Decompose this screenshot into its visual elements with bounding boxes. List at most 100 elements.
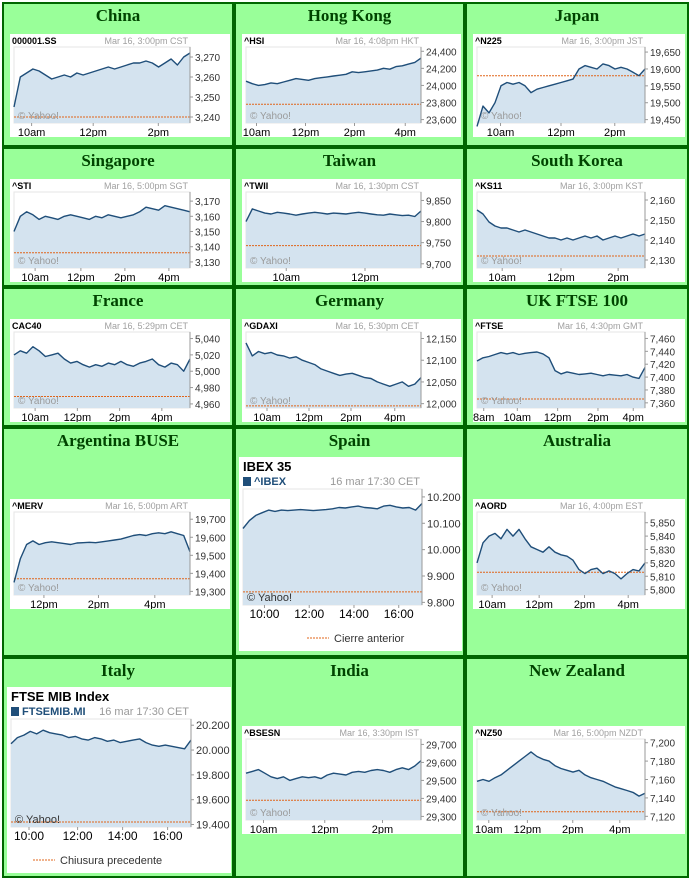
chart-timestamp: Mar 16, 3:00pm JST — [561, 36, 643, 46]
panel-title: UK FTSE 100 — [525, 291, 629, 310]
chart-timestamp: 16 mar 17:30 CET — [99, 706, 189, 718]
chart-box[interactable]: IBEX 35 ^IBEX 16 mar 17:30 CET © Yahoo! 10.2… — [239, 457, 462, 651]
y-tick-label: 2,140 — [650, 236, 675, 247]
price-area — [477, 63, 645, 127]
chart-symbol: CAC40 — [12, 321, 42, 331]
panel-title: Germany — [315, 291, 384, 310]
yahoo-watermark: © Yahoo! — [247, 592, 292, 604]
y-tick-label: 2,130 — [650, 256, 675, 267]
x-tick-label: 10am — [487, 127, 515, 137]
y-tick-label: 7,200 — [650, 739, 675, 750]
chart-box[interactable]: ^KS11 Mar 16, 3:00pm KST © Yahoo! 2,160 2,15… — [473, 179, 685, 284]
chart-box[interactable]: ^STI Mar 16, 5:00pm SGT © Yahoo! 3,170 3,160… — [10, 179, 230, 284]
chart-timestamp: Mar 16, 5:30pm CET — [335, 321, 419, 331]
price-line — [245, 342, 422, 387]
x-tick-label: 4pm — [384, 412, 405, 422]
chart-box[interactable]: ^AORD Mar 16, 4:00pm EST © Yahoo! 5,850 5,84… — [473, 499, 685, 611]
yahoo-watermark: © Yahoo! — [18, 256, 59, 267]
y-tick-label: 19.600 — [196, 795, 230, 807]
x-tick-label: 2pm — [114, 272, 135, 282]
chart-svg: ^AORD Mar 16, 4:00pm EST © Yahoo! 5,850 5,84… — [475, 501, 675, 611]
x-tick-label: 2pm — [340, 412, 361, 422]
price-line — [245, 760, 422, 782]
chart-symbol: ^STI — [12, 181, 31, 191]
chart-box[interactable]: 000001.SS Mar 16, 3:00pm CST © Yahoo! 3,270… — [10, 34, 230, 139]
legend-label: Cierre anterior — [334, 633, 405, 645]
yahoo-watermark: © Yahoo! — [481, 256, 522, 267]
chart-symbol: ^FTSE — [475, 321, 503, 331]
y-tick-label: 5,840 — [650, 532, 675, 543]
chart-title: IBEX 35 — [243, 459, 291, 474]
chart-svg: 000001.SS Mar 16, 3:00pm CST © Yahoo! 3,270… — [12, 36, 220, 139]
chart-box[interactable]: CAC40 Mar 16, 5:29pm CET © Yahoo! 5,040 5,02… — [10, 319, 230, 424]
price-line — [13, 346, 191, 372]
price-line — [245, 57, 422, 87]
y-tick-label: 5,810 — [650, 572, 675, 583]
x-tick-label: 14:00 — [108, 829, 138, 843]
y-tick-label: 19,500 — [195, 551, 226, 562]
chart-box[interactable]: ^FTSE Mar 16, 4:30pm GMT © Yahoo! 7,460 7,44… — [473, 319, 685, 424]
price-area — [477, 529, 645, 595]
y-tick-label: 9.800 — [427, 597, 455, 609]
chart-symbol: 000001.SS — [12, 36, 57, 46]
yahoo-watermark: © Yahoo! — [18, 111, 59, 122]
y-tick-label: 5,800 — [650, 586, 675, 597]
x-tick-label: 4pm — [623, 412, 644, 422]
x-tick-label: 2pm — [344, 127, 365, 137]
chart-svg: ^MERV Mar 16, 5:00pm ART © Yahoo! 19,700 19,… — [12, 501, 226, 611]
x-tick-label: 2pm — [109, 412, 130, 422]
chart-box[interactable]: ^HSI Mar 16, 4:08pm HKT © Yahoo! 24,400 24,2… — [242, 34, 461, 139]
y-tick-label: 19,600 — [650, 65, 681, 76]
y-tick-label: 19,650 — [650, 48, 681, 59]
x-tick-label: 10am — [504, 412, 532, 422]
x-tick-label: 10am — [272, 272, 300, 282]
panel-france: France CAC40 Mar 16, 5:29pm CET © Yahoo! 5,0… — [2, 287, 234, 427]
series-swatch — [11, 707, 19, 716]
panel-germany: Germany ^GDAXI Mar 16, 5:30pm CET © Yahoo! 1… — [234, 287, 465, 427]
yahoo-watermark: © Yahoo! — [250, 111, 291, 122]
yahoo-watermark: © Yahoo! — [18, 396, 59, 407]
x-tick-label: 12pm — [30, 599, 58, 609]
price-area — [11, 730, 191, 827]
chart-box[interactable]: ^BSESN Mar 16, 3:30pm IST © Yahoo! 29,700 29… — [242, 726, 461, 836]
chart-timestamp: Mar 16, 4:30pm GMT — [557, 321, 643, 331]
y-tick-label: 2,160 — [650, 196, 675, 207]
chart-symbol: ^KS11 — [475, 181, 502, 191]
price-line — [13, 531, 191, 583]
chart-box[interactable]: ^N225 Mar 16, 3:00pm JST © Yahoo! 19,650 19,… — [473, 34, 685, 139]
chart-box[interactable]: FTSE MIB Index FTSEMIB.MI 16 mar 17:30 CET… — [7, 687, 231, 873]
chart-timestamp: Mar 16, 5:00pm SGT — [104, 181, 189, 191]
y-tick-label: 20.200 — [196, 720, 230, 732]
y-tick-label: 19,600 — [195, 533, 226, 544]
chart-box[interactable]: ^NZ50 Mar 16, 5:00pm NZDT © Yahoo! 7,200 7,1… — [473, 726, 685, 836]
chart-symbol: ^AORD — [475, 501, 507, 511]
panel-title: Taiwan — [322, 151, 377, 170]
chart-svg: ^N225 Mar 16, 3:00pm JST © Yahoo! 19,650 19,… — [475, 36, 681, 139]
y-tick-label: 19.400 — [196, 820, 230, 832]
y-tick-label: 24,200 — [426, 64, 457, 75]
yahoo-watermark: © Yahoo! — [250, 808, 291, 819]
x-tick-label: 10am — [21, 272, 49, 282]
price-line — [13, 205, 191, 232]
panel-title: Japan — [554, 6, 600, 25]
x-tick-label: 4pm — [395, 127, 416, 137]
y-tick-label: 10.100 — [427, 518, 461, 530]
x-tick-label: 4pm — [158, 272, 179, 282]
y-tick-label: 7,420 — [650, 360, 675, 371]
yahoo-watermark: © Yahoo! — [481, 111, 522, 122]
y-tick-label: 3,250 — [195, 93, 220, 104]
price-area — [477, 210, 645, 268]
chart-box[interactable]: ^MERV Mar 16, 5:00pm ART © Yahoo! 19,700 19,… — [10, 499, 230, 611]
y-tick-label: 7,380 — [650, 386, 675, 397]
chart-timestamp: 16 mar 17:30 CET — [330, 476, 420, 488]
price-area — [246, 760, 421, 820]
y-tick-label: 4,980 — [195, 384, 220, 395]
y-tick-label: 23,800 — [426, 99, 457, 110]
panel-taiwan: Taiwan ^TWII Mar 16, 1:30pm CST © Yahoo! 9,8… — [234, 147, 465, 287]
chart-box[interactable]: ^TWII Mar 16, 1:30pm CST © Yahoo! 9,850 9,80… — [242, 179, 461, 284]
panel-title: Argentina BUSE — [56, 431, 180, 450]
x-tick-label: 8am — [473, 412, 494, 422]
price-area — [246, 342, 421, 408]
chart-box[interactable]: ^GDAXI Mar 16, 5:30pm CET © Yahoo! 12,150 12… — [242, 319, 461, 424]
chart-svg: ^HSI Mar 16, 4:08pm HKT © Yahoo! 24,400 24,2… — [243, 36, 457, 139]
